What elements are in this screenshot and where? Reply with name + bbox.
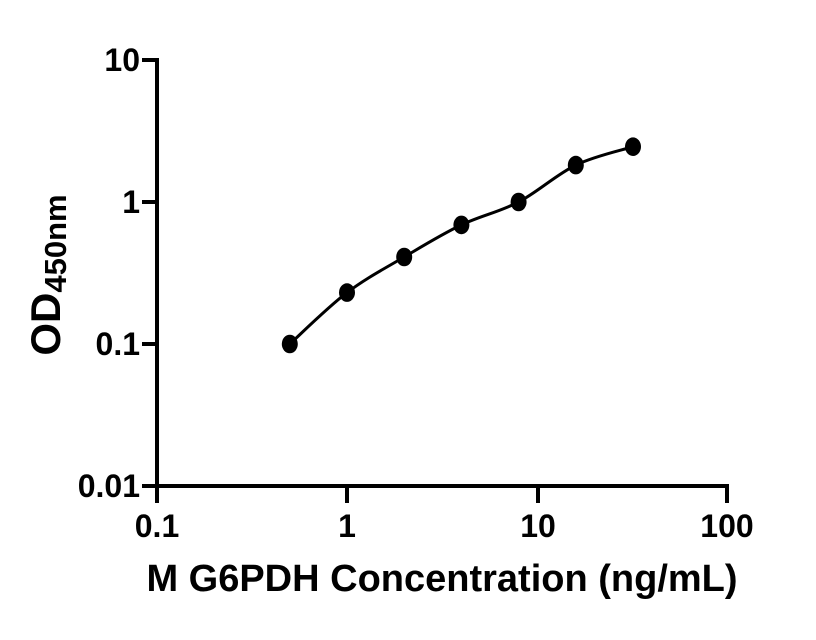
y-tick-label-0.1: 0.1 — [95, 326, 140, 362]
data-point — [396, 247, 413, 267]
data-point — [281, 334, 298, 354]
x-tick-label-100: 100 — [700, 508, 754, 544]
data-point — [510, 192, 527, 212]
x-axis-title: M G6PDH Concentration (ng/mL) — [146, 558, 738, 600]
data-point — [453, 215, 470, 235]
y-axis-title-subscript: 450nm — [38, 194, 73, 293]
standard-curve-line — [288, 145, 634, 346]
y-axis-title-main: OD — [22, 292, 69, 356]
data-point — [625, 137, 641, 156]
data-point — [567, 155, 584, 175]
y-tick-label-0.01: 0.01 — [77, 468, 140, 504]
data-point — [339, 283, 355, 302]
y-tick-label-10: 10 — [104, 42, 140, 78]
y-tick-label-1: 1 — [122, 184, 140, 220]
x-tick-label-0.1: 0.1 — [134, 508, 180, 544]
y-axis-title: OD 450nm — [22, 194, 73, 356]
x-tick-label-10: 10 — [520, 508, 556, 544]
x-tick-label-1: 1 — [338, 508, 356, 544]
series-layer — [281, 137, 641, 354]
